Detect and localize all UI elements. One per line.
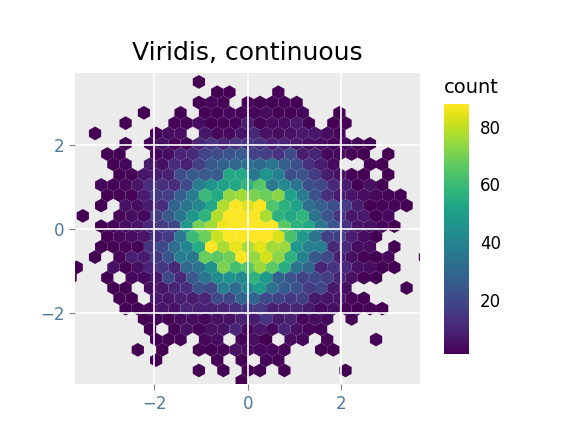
Text: count: count [444,78,498,97]
Title: Viridis, continuous: Viridis, continuous [132,41,363,64]
